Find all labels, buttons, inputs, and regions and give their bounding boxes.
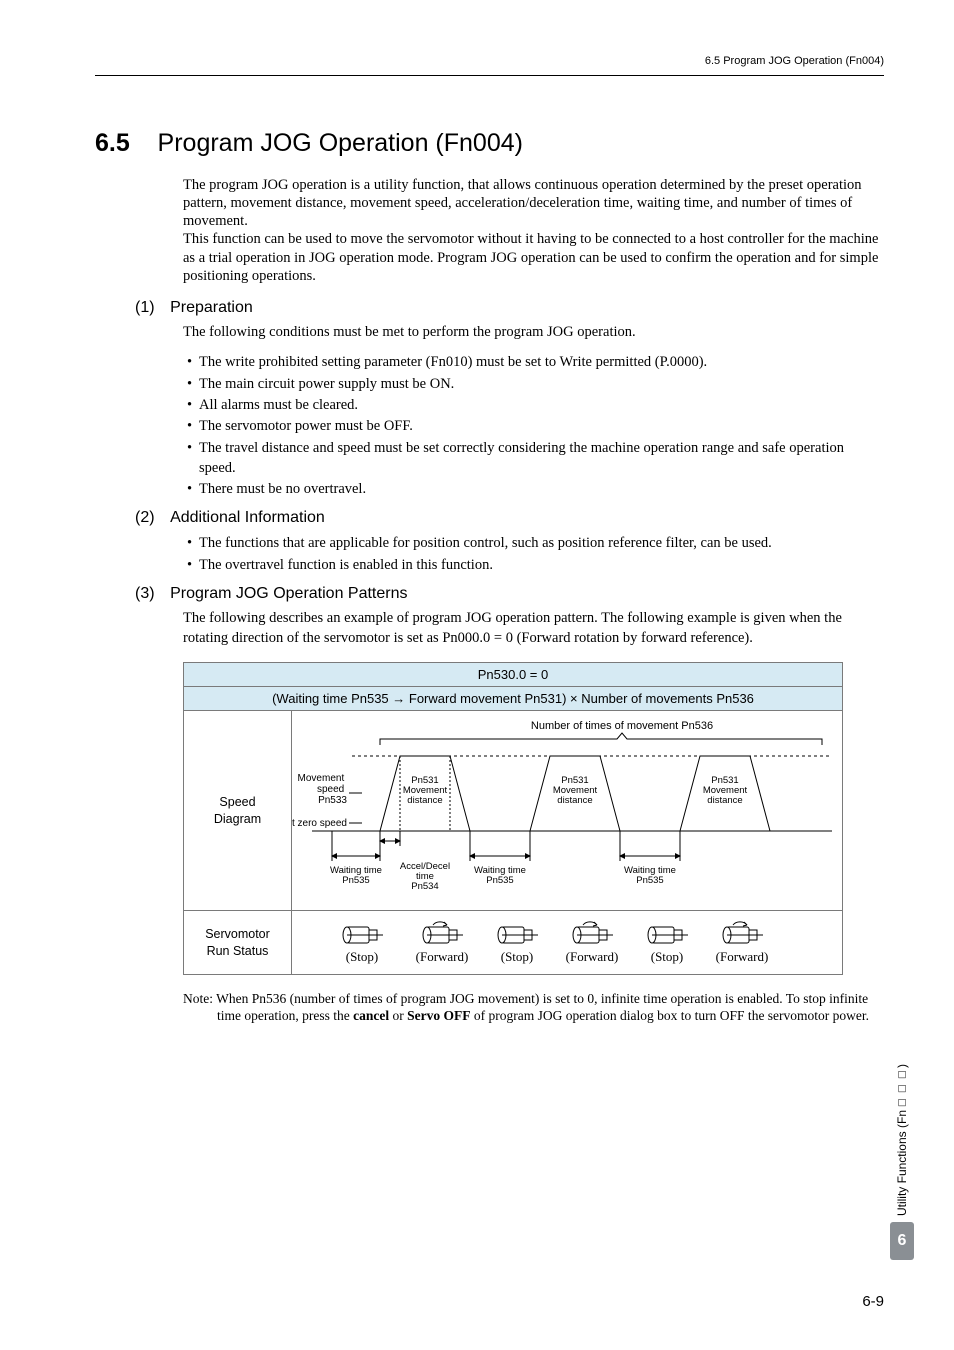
svg-text:(Forward): (Forward): [566, 949, 619, 964]
svg-text:Waiting timePn535: Waiting timePn535: [474, 865, 526, 886]
sub1-item: The travel distance and speed must be se…: [187, 438, 884, 479]
sub2-list: The functions that are applicable for po…: [187, 533, 884, 575]
svg-text:Number of times of movement Pn: Number of times of movement Pn536: [531, 720, 713, 732]
sub1-item: There must be no overtravel.: [187, 479, 884, 499]
note-bold-cancel: cancel: [353, 1008, 389, 1023]
sub2-num: (2): [135, 509, 155, 526]
svg-text:(Stop): (Stop): [651, 949, 684, 964]
diagram-speed-row: SpeedDiagram Number of times of movement…: [183, 711, 843, 911]
diagram-header-1: Pn530.0 = 0: [183, 662, 843, 686]
svg-text:Accel/DeceltimePn534: Accel/DeceltimePn534: [400, 861, 450, 892]
header-rule: [95, 75, 884, 76]
svg-text:(Stop): (Stop): [501, 949, 534, 964]
subsection-2-heading: (2) Additional Information: [135, 509, 884, 527]
svg-text:(Forward): (Forward): [716, 949, 769, 964]
sub3-title: Program JOG Operation Patterns: [170, 585, 407, 602]
sub1-item: The write prohibited setting parameter (…: [187, 352, 884, 372]
svg-text:(Stop): (Stop): [346, 949, 379, 964]
side-tab: Utility Functions (Fn□□□) 6: [890, 1064, 914, 1260]
sub1-title: Preparation: [170, 299, 253, 316]
running-header: 6.5 Program JOG Operation (Fn004): [95, 55, 884, 67]
run-status-svg: (Stop) (Forward) (Stop) (Forward) (Stop) (For…: [292, 911, 842, 975]
svg-text:Pn531Movementdistance: Pn531Movementdistance: [553, 775, 598, 806]
sub1-item: The main circuit power supply must be ON…: [187, 374, 884, 394]
diagram-run-label: ServomotorRun Status: [184, 911, 292, 974]
svg-text:Pn531Movementdistance: Pn531Movementdistance: [403, 775, 448, 806]
diagram-header-2: (Waiting time Pn535 → Forward movement P…: [183, 686, 843, 711]
page-number: 6-9: [862, 1293, 884, 1310]
note-label: Note:: [183, 991, 213, 1006]
section-heading: 6.5 Program JOG Operation (Fn004): [95, 126, 884, 158]
intro-p1: The program JOG operation is a utility f…: [183, 176, 884, 230]
subsection-1-heading: (1) Preparation: [135, 299, 884, 317]
svg-text:At zero speed: At zero speed: [292, 818, 347, 829]
sub1-item: All alarms must be cleared.: [187, 395, 884, 415]
side-tab-number: 6: [890, 1222, 914, 1260]
sub1-lead: The following conditions must be met to …: [183, 323, 884, 343]
side-tab-label: Utility Functions (Fn□□□): [895, 1064, 909, 1216]
sub1-num: (1): [135, 299, 155, 316]
svg-text:(Forward): (Forward): [416, 949, 469, 964]
note-bold-servo: Servo OFF: [407, 1008, 470, 1023]
speed-diagram-svg: Number of times of movement Pn536 Moveme…: [292, 711, 842, 911]
diagram-speed-label: SpeedDiagram: [184, 711, 292, 910]
note: Note: When Pn536 (number of times of pro…: [183, 991, 884, 1025]
sub2-title: Additional Information: [170, 509, 325, 526]
section-number: 6.5: [95, 129, 130, 157]
diagram-run-panel: (Stop) (Forward) (Stop) (Forward) (Stop) (For…: [292, 911, 842, 974]
sub3-num: (3): [135, 585, 155, 602]
diagram-speed-panel: Number of times of movement Pn536 Moveme…: [292, 711, 842, 910]
sub1-list: The write prohibited setting parameter (…: [187, 352, 884, 499]
svg-text:Pn531Movementdistance: Pn531Movementdistance: [703, 775, 748, 806]
sub2-item: The functions that are applicable for po…: [187, 533, 884, 553]
note-text-b: or: [389, 1008, 407, 1023]
sub1-item: The servomotor power must be OFF.: [187, 416, 884, 436]
svg-text:Waiting timePn535: Waiting timePn535: [330, 865, 382, 886]
intro-paragraphs: The program JOG operation is a utility f…: [183, 176, 884, 285]
sub3-lead: The following describes an example of pr…: [183, 609, 884, 648]
diagram-run-row: ServomotorRun Status (Stop)(Forward)(Sto…: [183, 911, 843, 975]
subsection-3-heading: (3) Program JOG Operation Patterns: [135, 585, 884, 603]
svg-text:Waiting timePn535: Waiting timePn535: [624, 865, 676, 886]
section-title-text: Program JOG Operation (Fn004): [158, 129, 523, 157]
note-text-c: of program JOG operation dialog box to t…: [470, 1008, 869, 1023]
svg-text:Movement speed: Movement speed Pn533: [298, 773, 348, 806]
diagram: Pn530.0 = 0 (Waiting time Pn535 → Forwar…: [183, 662, 843, 975]
intro-p2: This function can be used to move the se…: [183, 230, 884, 284]
sub2-item: The overtravel function is enabled in th…: [187, 555, 884, 575]
